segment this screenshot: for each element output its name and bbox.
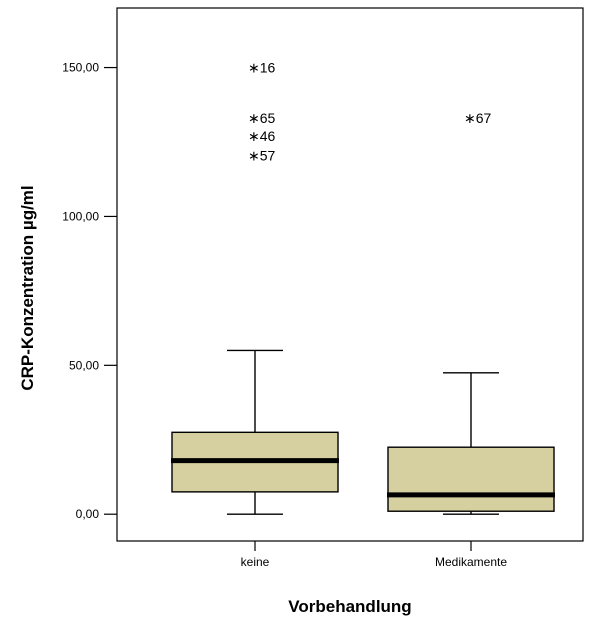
x-tick-label: keine [241, 555, 270, 569]
plot-frame [116, 7, 584, 542]
x-axis: keine Medikamente [241, 541, 507, 569]
outlier-16: ∗16 [248, 60, 276, 76]
outlier-57: ∗57 [248, 147, 276, 163]
y-tick-label: 150,00 [62, 61, 99, 75]
x-tick-label: Medikamente [435, 555, 507, 569]
y-tick-label: 50,00 [69, 358, 99, 372]
boxes: ∗16 ∗65 ∗46 ∗57 ∗67 [171, 60, 555, 515]
box-group-medikamente: ∗67 [387, 110, 555, 515]
y-axis: 0,00 50,00 100,00 150,00 [62, 61, 117, 521]
outlier-46: ∗46 [248, 128, 276, 144]
outlier-65: ∗65 [248, 110, 276, 126]
outlier-67: ∗67 [464, 110, 492, 126]
box-group-keine: ∗16 ∗65 ∗46 ∗57 [171, 60, 339, 515]
x-axis-title: Vorbehandlung [288, 597, 411, 616]
box-iqr [387, 446, 555, 512]
y-axis-title: CRP-Konzentration µg/ml [18, 185, 37, 390]
y-tick-label: 100,00 [62, 209, 99, 223]
y-tick-label: 0,00 [76, 507, 100, 521]
